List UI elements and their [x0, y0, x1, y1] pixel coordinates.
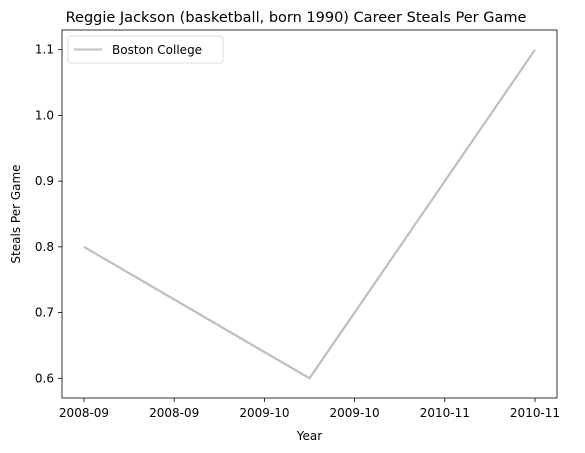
- y-tick-label: 0.9: [35, 174, 54, 188]
- chart-title: Reggie Jackson (basketball, born 1990) C…: [66, 10, 527, 26]
- series-layer: [83, 49, 536, 380]
- x-axis-label: Year: [296, 429, 322, 443]
- legend-box: [67, 35, 224, 64]
- x-tick-label: 2008-09: [149, 406, 199, 420]
- x-tick-label: 2010-11: [420, 406, 470, 420]
- y-tick-label: 0.6: [35, 371, 54, 385]
- plot-area: [61, 29, 558, 399]
- y-axis: 0.6 0.7 0.8 0.9 1.0 1.1: [35, 43, 62, 385]
- x-tick-label: 2009-10: [330, 406, 380, 420]
- y-axis-label: Steals Per Game: [9, 164, 23, 263]
- y-tick-label: 1.0: [35, 108, 54, 122]
- y-tick-label: 0.7: [35, 306, 54, 320]
- y-tick-label: 1.1: [35, 43, 54, 57]
- y-tick-label: 0.8: [35, 240, 54, 254]
- legend: Boston College: [67, 35, 224, 64]
- series-line-0: [83, 49, 536, 380]
- x-tick-label: 2008-09: [59, 406, 109, 420]
- legend-label-boston-college: Boston College: [112, 43, 202, 57]
- x-tick-label: 2009-10: [239, 406, 289, 420]
- x-tick-label: 2010-11: [510, 406, 560, 420]
- x-axis: 2008-09 2008-09 2009-10 2009-10 2010-11 2010-…: [59, 398, 560, 420]
